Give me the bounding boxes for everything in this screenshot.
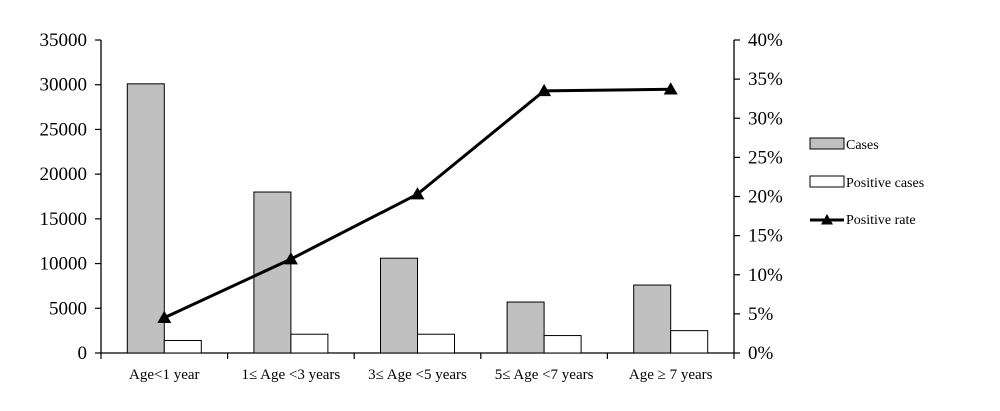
legend-label: Positive rate [846, 213, 916, 228]
legend-label: Cases [846, 138, 879, 153]
y-left-tick-label: 20000 [40, 164, 88, 185]
x-tick-label: 3≤ Age <5 years [368, 367, 467, 383]
bar-positive-cases [670, 330, 709, 354]
y-left-tick-label: 15000 [40, 209, 88, 230]
y-right-tick-label: 10% [748, 265, 783, 286]
y-left-tick-label: 35000 [40, 30, 88, 51]
bar-cases [633, 284, 672, 354]
legend-label: Positive cases [846, 176, 924, 191]
legend-swatch-positive-cases [809, 175, 845, 188]
bar-cases [506, 301, 545, 354]
bars [126, 83, 709, 354]
positive-rate-marker [537, 83, 552, 97]
x-tick-label: Age ≥ 7 years [629, 367, 713, 383]
y-left-tick-label: 0 [78, 343, 88, 364]
bar-positive-cases [290, 333, 329, 354]
y-left-tick-label: 30000 [40, 75, 88, 96]
positive-rate-marker [410, 187, 425, 200]
y-right-tick-label: 25% [748, 147, 783, 168]
positive-rate-marker [663, 82, 678, 95]
bar-positive-cases [163, 339, 202, 354]
axes: 0 5000 10000 15000 20000 25000 30000 35000 0% 5% 1… [40, 30, 784, 383]
y-right-tick-label: 0% [748, 343, 774, 364]
positive-rate-marker [157, 310, 172, 324]
y-right-tick-label: 30% [748, 108, 783, 129]
positive-rate-marker [283, 252, 298, 265]
x-tick-label: Age<1 year [129, 367, 200, 383]
legend-swatch-cases [809, 137, 845, 150]
bar-cases [380, 257, 418, 354]
y-left-tick-label: 5000 [49, 298, 87, 319]
legend: Cases Positive cases Positive rate [809, 137, 924, 228]
bar-positive-cases [543, 335, 582, 354]
y-right-tick-label: 20% [748, 187, 783, 208]
legend-marker-positive-rate [821, 214, 833, 225]
y-right-tick-label: 35% [748, 69, 783, 90]
rate-line [157, 82, 678, 324]
y-left-tick-label: 25000 [40, 119, 88, 140]
y-right-tick-label: 40% [748, 30, 783, 51]
x-tick-label: 5≤ Age <7 years [495, 367, 594, 383]
x-tick-label: 1≤ Age <3 years [242, 367, 341, 383]
y-left-tick-label: 10000 [40, 254, 88, 275]
y-right-tick-label: 5% [748, 304, 774, 325]
bar-positive-cases [417, 333, 455, 354]
y-right-tick-label: 15% [748, 226, 783, 247]
bar-cases [126, 83, 165, 354]
